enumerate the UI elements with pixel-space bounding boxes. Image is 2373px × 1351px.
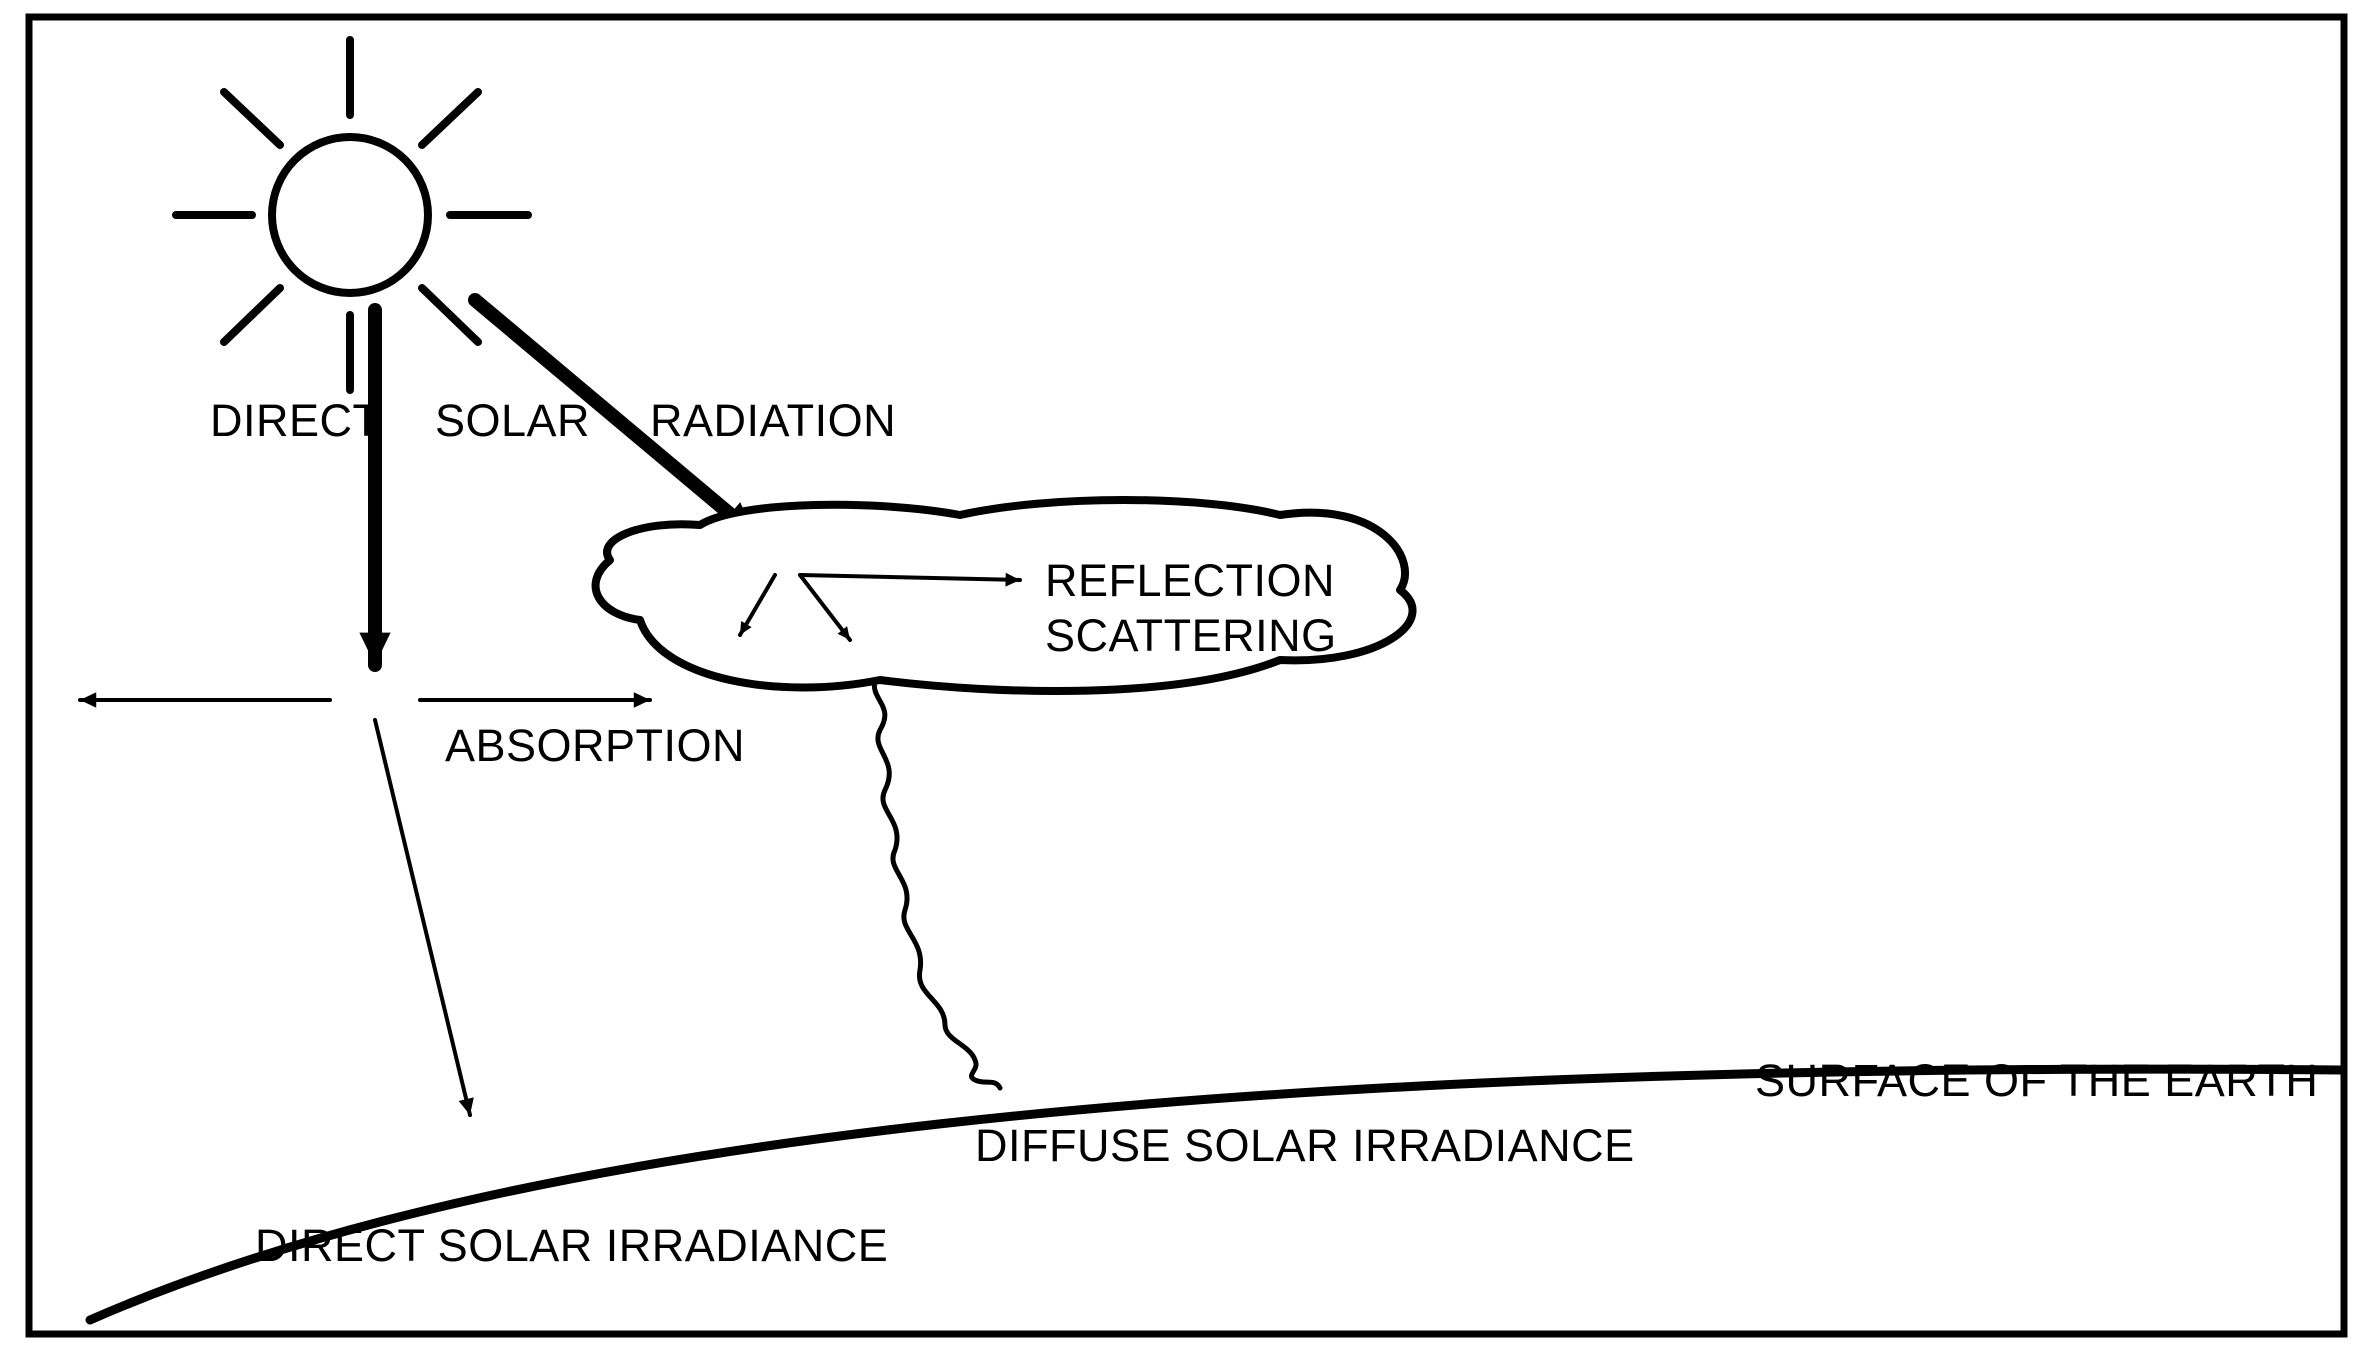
label-scattering: SCATTERING	[1045, 610, 1337, 662]
label-direct: DIRECT	[210, 395, 381, 447]
label-absorption: ABSORPTION	[445, 720, 745, 772]
label-solar: SOLAR	[435, 395, 590, 447]
label-diffuse: DIFFUSE SOLAR IRRADIANCE	[975, 1120, 1635, 1172]
label-reflection: REFLECTION	[1045, 555, 1335, 607]
label-surface: SURFACE OF THE EARTH	[1755, 1055, 2318, 1107]
label-radiation: RADIATION	[650, 395, 896, 447]
label-direct-irr: DIRECT SOLAR IRRADIANCE	[255, 1220, 888, 1272]
solar-radiation-diagram: DIRECT SOLAR RADIATION REFLECTION SCATTE…	[0, 0, 2373, 1351]
